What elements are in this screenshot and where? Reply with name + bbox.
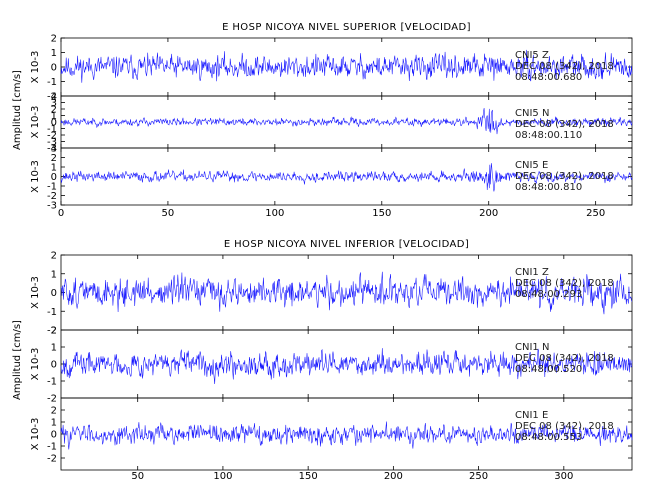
y-scale-label: X 10-3 xyxy=(30,51,41,84)
y-tick-label: -1 xyxy=(47,77,57,88)
y-tick-label: 0 xyxy=(51,430,57,441)
y-tick-label: 2 xyxy=(51,105,57,116)
y-tick-label: -2 xyxy=(47,92,57,103)
y-tick-label: -1 xyxy=(47,182,57,193)
station-annotation: DEC 08 (342), 2018 xyxy=(515,119,614,130)
x-tick-label: 250 xyxy=(469,471,488,482)
station-annotation: 08:48:00.110 xyxy=(515,130,582,141)
chart-block: E HOSP NICOYA NIVEL SUPERIOR [VELOCIDAD]… xyxy=(12,22,633,219)
x-tick-label: 150 xyxy=(299,471,318,482)
x-tick-label: 250 xyxy=(586,208,605,219)
velocity-trace xyxy=(60,421,633,450)
y-tick-label: 3 xyxy=(51,144,57,155)
station-annotation: DEC 08 (342), 2018 xyxy=(515,61,614,72)
y-tick-label: -1 xyxy=(47,124,57,135)
station-annotation: CNI1 N xyxy=(515,342,549,353)
station-annotation: CNI1 Z xyxy=(515,267,549,278)
y-tick-label: 3 xyxy=(51,98,57,109)
y-tick-label: 2 xyxy=(51,406,57,417)
y-tick-label: 0 xyxy=(51,172,57,183)
y-tick-label: -3 xyxy=(47,137,57,148)
chart-root: E HOSP NICOYA NIVEL SUPERIOR [VELOCIDAD]… xyxy=(12,22,633,482)
station-annotation: CNI5 Z xyxy=(515,50,549,61)
station-annotation: CNI1 E xyxy=(515,410,548,421)
station-annotation: DEC 08 (342), 2018 xyxy=(515,278,614,289)
y-tick-label: -2 xyxy=(47,131,57,142)
y-tick-label: -2 xyxy=(47,326,57,337)
y-tick-label: -3 xyxy=(47,201,57,212)
velocity-trace xyxy=(60,271,633,315)
station-annotation: DEC 08 (342), 2018 xyxy=(515,421,614,432)
y-scale-label: X 10-3 xyxy=(30,418,41,451)
y-tick-label: 2 xyxy=(51,251,57,262)
station-annotation: CNI5 E xyxy=(515,160,548,171)
y-tick-label: 4 xyxy=(51,92,57,103)
x-tick-label: 50 xyxy=(162,208,175,219)
y-tick-label: 0 xyxy=(51,360,57,371)
chart-title: E HOSP NICOYA NIVEL SUPERIOR [VELOCIDAD] xyxy=(222,22,471,33)
velocity-trace xyxy=(60,163,633,192)
y-tick-label: 2 xyxy=(51,153,57,164)
velocity-trace xyxy=(60,107,633,135)
chart-title: E HOSP NICOYA NIVEL INFERIOR [VELOCIDAD] xyxy=(224,239,469,250)
x-tick-label: 200 xyxy=(479,208,498,219)
y-tick-label: 0 xyxy=(51,288,57,299)
y-scale-label: X 10-3 xyxy=(30,276,41,309)
velocity-trace xyxy=(60,49,633,83)
y-tick-label: 1 xyxy=(51,269,57,280)
x-tick-label: 100 xyxy=(265,208,284,219)
velocity-trace xyxy=(60,348,633,385)
station-annotation: 08:48:00.553 xyxy=(515,432,582,443)
y-tick-label: -1 xyxy=(47,307,57,318)
station-annotation: 08:48:00.293 xyxy=(515,289,582,300)
y-tick-label: 0 xyxy=(51,118,57,129)
station-annotation: 08:48:00.680 xyxy=(515,72,582,83)
station-annotation: 08:48:00.520 xyxy=(515,364,582,375)
y-tick-label: 0 xyxy=(51,63,57,74)
y-scale-label: X 10-3 xyxy=(30,160,41,193)
y-axis-label: Amplitud [cm/s] xyxy=(12,70,23,150)
x-tick-label: 100 xyxy=(213,471,232,482)
y-tick-label: -1 xyxy=(47,442,57,453)
y-scale-label: X 10-3 xyxy=(30,106,41,139)
x-tick-label: 300 xyxy=(554,471,573,482)
y-tick-label: -2 xyxy=(47,191,57,202)
y-tick-label: 1 xyxy=(51,48,57,59)
x-tick-label: 0 xyxy=(58,208,64,219)
station-annotation: DEC 08 (342), 2018 xyxy=(515,353,614,364)
y-tick-label: 1 xyxy=(51,163,57,174)
chart-block: E HOSP NICOYA NIVEL INFERIOR [VELOCIDAD]… xyxy=(12,239,633,482)
station-annotation: DEC 08 (342), 2018 xyxy=(515,171,614,182)
y-tick-label: -1 xyxy=(47,377,57,388)
y-tick-label: 2 xyxy=(51,34,57,45)
y-scale-label: X 10-3 xyxy=(30,348,41,381)
y-tick-label: 1 xyxy=(51,343,57,354)
y-axis-label: Amplitud [cm/s] xyxy=(12,320,23,400)
station-annotation: CNI5 N xyxy=(515,108,549,119)
y-tick-label: -4 xyxy=(47,144,57,155)
y-tick-label: 1 xyxy=(51,418,57,429)
y-tick-label: 2 xyxy=(51,326,57,337)
y-tick-label: -2 xyxy=(47,454,57,465)
x-tick-label: 150 xyxy=(372,208,391,219)
x-tick-label: 200 xyxy=(384,471,403,482)
y-tick-label: -2 xyxy=(47,394,57,405)
y-tick-label: 1 xyxy=(51,111,57,122)
x-tick-label: 50 xyxy=(131,471,144,482)
station-annotation: 08:48:00.810 xyxy=(515,182,582,193)
